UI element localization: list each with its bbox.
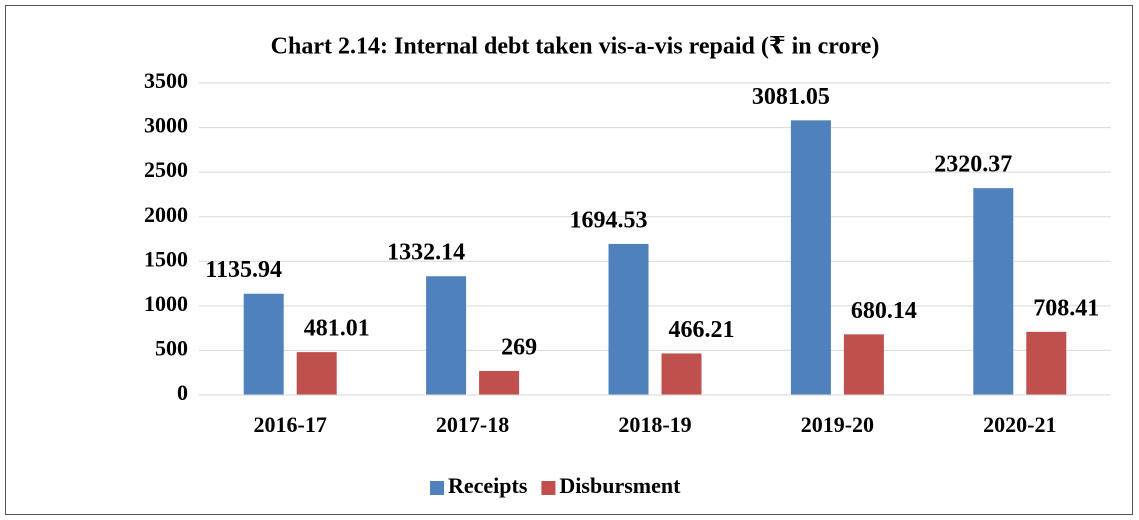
data-label: 1694.53: [570, 207, 648, 233]
data-label: 481.01: [304, 316, 370, 342]
bar: [1026, 331, 1067, 395]
bar: [661, 353, 702, 395]
y-tick-label: 0: [177, 380, 188, 405]
legend-label: Disbursment: [559, 473, 681, 498]
x-tick-label: 2016-17: [254, 412, 327, 437]
legend-swatch: [430, 481, 444, 495]
data-label: 680.14: [851, 298, 917, 324]
chart-title: Chart 2.14: Internal debt taken vis-a-vi…: [271, 34, 880, 60]
bar: [608, 243, 649, 395]
bar: [243, 293, 284, 395]
y-tick-label: 1500: [144, 246, 188, 271]
legend-swatch: [541, 481, 556, 495]
bar: [973, 188, 1014, 395]
bar: [790, 120, 831, 395]
x-tick-label: 2018-19: [618, 412, 691, 437]
data-label: 269: [501, 335, 537, 361]
legend-label: Receipts: [448, 473, 528, 498]
y-tick-label: 3500: [144, 68, 188, 93]
data-label: 1332.14: [387, 240, 465, 266]
data-label: 466.21: [669, 317, 735, 343]
y-tick-label: 3000: [144, 113, 188, 138]
x-tick-label: 2017-18: [436, 412, 509, 437]
bar: [843, 334, 884, 395]
y-tick-label: 1000: [144, 291, 188, 316]
data-label: 2320.37: [934, 152, 1012, 178]
chart-border: [5, 5, 1133, 515]
bar: [426, 276, 467, 395]
x-tick-label: 2019-20: [801, 412, 874, 437]
data-label: 708.41: [1033, 295, 1099, 321]
y-tick-label: 2000: [144, 202, 188, 227]
y-tick-label: 2500: [144, 157, 188, 182]
data-label: 1135.94: [205, 257, 282, 283]
y-tick-label: 500: [155, 335, 188, 360]
data-label: 3081.05: [752, 84, 830, 110]
bar: [479, 371, 520, 395]
x-tick-label: 2020-21: [983, 412, 1056, 437]
bar: [296, 352, 337, 395]
